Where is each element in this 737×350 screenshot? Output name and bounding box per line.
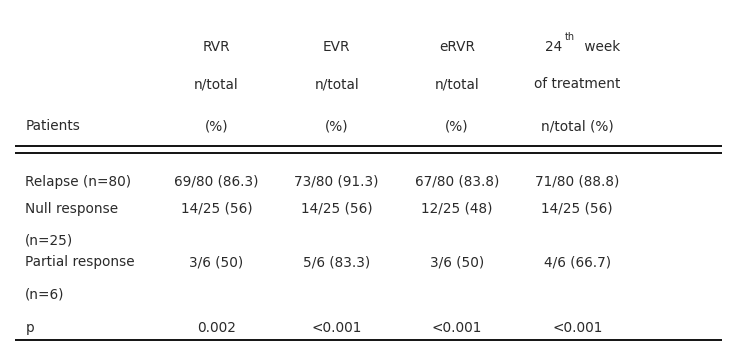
Text: <0.001: <0.001 bbox=[552, 321, 602, 335]
Text: 14/25 (56): 14/25 (56) bbox=[181, 202, 252, 216]
Text: <0.001: <0.001 bbox=[312, 321, 362, 335]
Text: 5/6 (83.3): 5/6 (83.3) bbox=[303, 256, 370, 270]
Text: n/total: n/total bbox=[435, 77, 479, 91]
Text: 67/80 (83.8): 67/80 (83.8) bbox=[415, 175, 499, 189]
Text: (n=6): (n=6) bbox=[25, 287, 65, 301]
Text: RVR: RVR bbox=[203, 40, 230, 54]
Text: n/total (%): n/total (%) bbox=[541, 119, 614, 133]
Text: 71/80 (88.8): 71/80 (88.8) bbox=[535, 175, 619, 189]
Text: th: th bbox=[565, 32, 575, 42]
Text: 0.002: 0.002 bbox=[197, 321, 236, 335]
Text: Null response: Null response bbox=[25, 202, 119, 216]
Text: n/total: n/total bbox=[314, 77, 359, 91]
Text: 12/25 (48): 12/25 (48) bbox=[421, 202, 493, 216]
Text: EVR: EVR bbox=[323, 40, 350, 54]
Text: 3/6 (50): 3/6 (50) bbox=[430, 256, 484, 270]
Text: of treatment: of treatment bbox=[534, 77, 621, 91]
Text: 69/80 (86.3): 69/80 (86.3) bbox=[174, 175, 259, 189]
Text: 14/25 (56): 14/25 (56) bbox=[542, 202, 613, 216]
Text: 3/6 (50): 3/6 (50) bbox=[189, 256, 243, 270]
Text: 14/25 (56): 14/25 (56) bbox=[301, 202, 372, 216]
Text: 4/6 (66.7): 4/6 (66.7) bbox=[544, 256, 611, 270]
Text: week: week bbox=[580, 40, 621, 54]
Text: eRVR: eRVR bbox=[439, 40, 475, 54]
Text: Relapse (n=80): Relapse (n=80) bbox=[25, 175, 131, 189]
Text: 73/80 (91.3): 73/80 (91.3) bbox=[294, 175, 379, 189]
Text: Partial response: Partial response bbox=[25, 256, 135, 270]
Text: (%): (%) bbox=[205, 119, 228, 133]
Text: (%): (%) bbox=[325, 119, 349, 133]
Text: p: p bbox=[25, 321, 34, 335]
Text: 24: 24 bbox=[545, 40, 562, 54]
Text: n/total: n/total bbox=[194, 77, 239, 91]
Text: (%): (%) bbox=[445, 119, 469, 133]
Text: (n=25): (n=25) bbox=[25, 233, 74, 247]
Text: Patients: Patients bbox=[25, 119, 80, 133]
Text: <0.001: <0.001 bbox=[432, 321, 482, 335]
